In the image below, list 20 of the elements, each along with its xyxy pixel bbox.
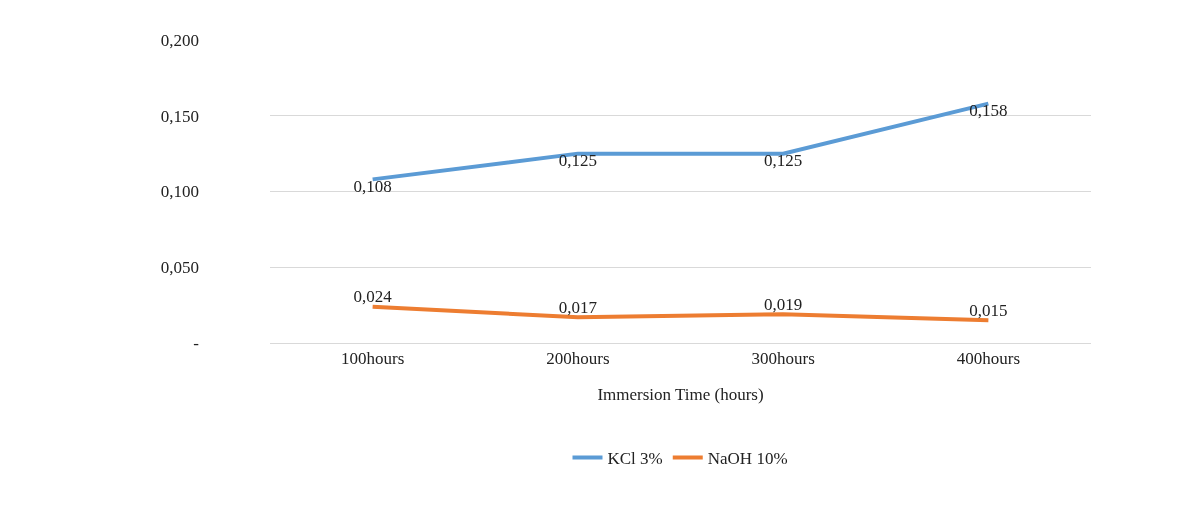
data-label: 0,125 [558,151,598,171]
y-tick-label: 0,050 [160,258,199,278]
data-label: 0,108 [353,177,392,197]
x-tick-label: 400hours [956,349,1021,369]
y-tick-label: 0,150 [160,106,199,126]
x-tick-label: 200hours [546,349,610,369]
legend-label: KCl 3% [607,449,663,469]
data-label: 0,019 [764,294,803,314]
legend-label: NaOH 10% [707,449,788,469]
x-tick-label: 300hours [751,349,815,369]
x-tick-label: 100hours [340,349,405,369]
x-axis-title: Immersion Time (hours) [597,384,764,404]
y-tick-label: 0,200 [160,30,199,50]
data-label: 0,125 [764,151,803,171]
y-tick-label: 0,100 [160,182,199,202]
data-label: 0,015 [969,301,1008,321]
data-label: 0,158 [969,101,1008,121]
data-label: 0,024 [353,287,393,307]
data-label: 0,017 [558,298,598,317]
y-tick-label: - [193,333,200,353]
